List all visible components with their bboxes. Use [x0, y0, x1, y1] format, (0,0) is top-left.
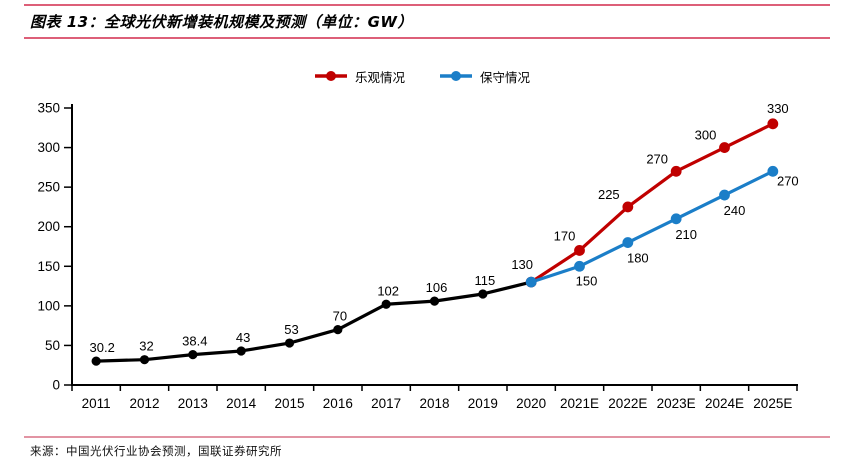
series-historical-point: [333, 325, 343, 335]
y-tick-label: 0: [52, 378, 60, 393]
series-historical-value-label: 106: [426, 280, 448, 295]
series-optimistic-value-label: 300: [695, 128, 717, 143]
x-tick-label: 2015: [274, 396, 304, 411]
series-optimistic-point: [622, 201, 634, 213]
series-conservative-value-label: 240: [724, 203, 746, 218]
top-divider-line: [24, 4, 830, 6]
y-tick-label: 350: [37, 101, 60, 116]
series-historical-point: [478, 289, 488, 299]
series-optimistic-value-label: 330: [767, 101, 789, 116]
series-historical-value-label: 43: [236, 330, 250, 345]
series-conservative-line: [529, 169, 775, 284]
y-tick-label: 300: [37, 140, 60, 155]
y-tick-label: 250: [37, 180, 60, 195]
series-conservative-value-label: 210: [675, 227, 697, 242]
series-conservative-value-label: 270: [777, 173, 799, 188]
x-tick-label: 2011: [82, 396, 111, 411]
footer-divider-line: [24, 436, 830, 438]
legend-label-conservative: 保守情况: [480, 69, 531, 85]
series-optimistic-point: [574, 245, 585, 256]
y-tick-label: 200: [37, 219, 60, 234]
title-underline: [24, 37, 830, 39]
series-historical-line: [94, 280, 533, 363]
series-conservative-point: [525, 276, 537, 288]
series-historical-point: [188, 350, 198, 360]
source-note: 来源：中国光伏行业协会预测，国联证券研究所: [30, 444, 282, 458]
series-historical-value-label: 53: [284, 322, 298, 337]
x-tick-label: 2024E: [705, 396, 744, 411]
series-historical-point: [284, 338, 295, 348]
y-tick-label: 150: [37, 259, 60, 274]
y-tick-label: 50: [45, 338, 60, 353]
series-conservative-point: [670, 213, 682, 225]
x-tick-label: 2023E: [657, 396, 696, 411]
series-conservative-point: [719, 189, 730, 201]
series-historical-point: [91, 356, 101, 366]
series-historical-value-label: 38.4: [182, 334, 207, 349]
series-optimistic-point: [719, 142, 730, 153]
x-tick-label: 2020: [516, 396, 546, 411]
x-tick-label: 2014: [226, 396, 257, 411]
legend-item-optimistic: 乐观情况: [314, 67, 405, 86]
series-historical-point: [139, 355, 150, 365]
x-tick-label: 2013: [178, 396, 208, 411]
series-conservative-point: [574, 260, 585, 272]
series-historical-value-label: 115: [474, 273, 495, 288]
x-tick-label: 2018: [419, 396, 449, 411]
series-conservative-point: [622, 237, 634, 248]
series-historical-point: [236, 346, 246, 356]
series-conservative-value-label: 150: [576, 273, 598, 288]
series-optimistic-value-label: 170: [554, 228, 576, 243]
series-historical-value-label: 30.2: [90, 340, 115, 355]
figure-title: 图表 13：全球光伏新增装机规模及预测（单位：GW）: [30, 13, 413, 31]
series-historical-value-label: 130: [511, 257, 533, 272]
series-historical-value-label: 70: [333, 309, 347, 324]
series-optimistic-line: [529, 122, 775, 284]
x-tick-label: 2012: [129, 396, 159, 411]
series-historical-value-label: 32: [139, 339, 153, 354]
x-tick-label: 2025E: [753, 396, 792, 411]
series-conservative-point: [767, 165, 779, 177]
y-tick-label: 100: [37, 298, 60, 313]
x-tick-label: 2021E: [560, 396, 599, 411]
legend-item-conservative: 保守情况: [439, 67, 530, 86]
series-optimistic-value-label: 270: [646, 151, 668, 166]
series-conservative-value-label: 180: [627, 251, 649, 266]
series-historical-point: [429, 296, 440, 306]
series-optimistic-point: [767, 118, 779, 130]
x-tick-label: 2016: [323, 396, 353, 411]
x-tick-label: 2022E: [608, 396, 647, 411]
series-optimistic-value-label: 225: [598, 187, 620, 202]
legend-marker-line-dot-icon: [440, 71, 472, 81]
series-historical-value-label: 102: [377, 283, 399, 298]
series-optimistic-point: [670, 165, 682, 177]
chart-legend: 乐观情况 保守情况: [0, 67, 844, 86]
legend-marker-line-dot-icon: [314, 71, 347, 81]
series-historical-point: [381, 299, 391, 309]
legend-label-optimistic: 乐观情况: [354, 69, 405, 85]
x-tick-label: 2017: [371, 396, 401, 411]
x-tick-label: 2019: [468, 396, 498, 411]
